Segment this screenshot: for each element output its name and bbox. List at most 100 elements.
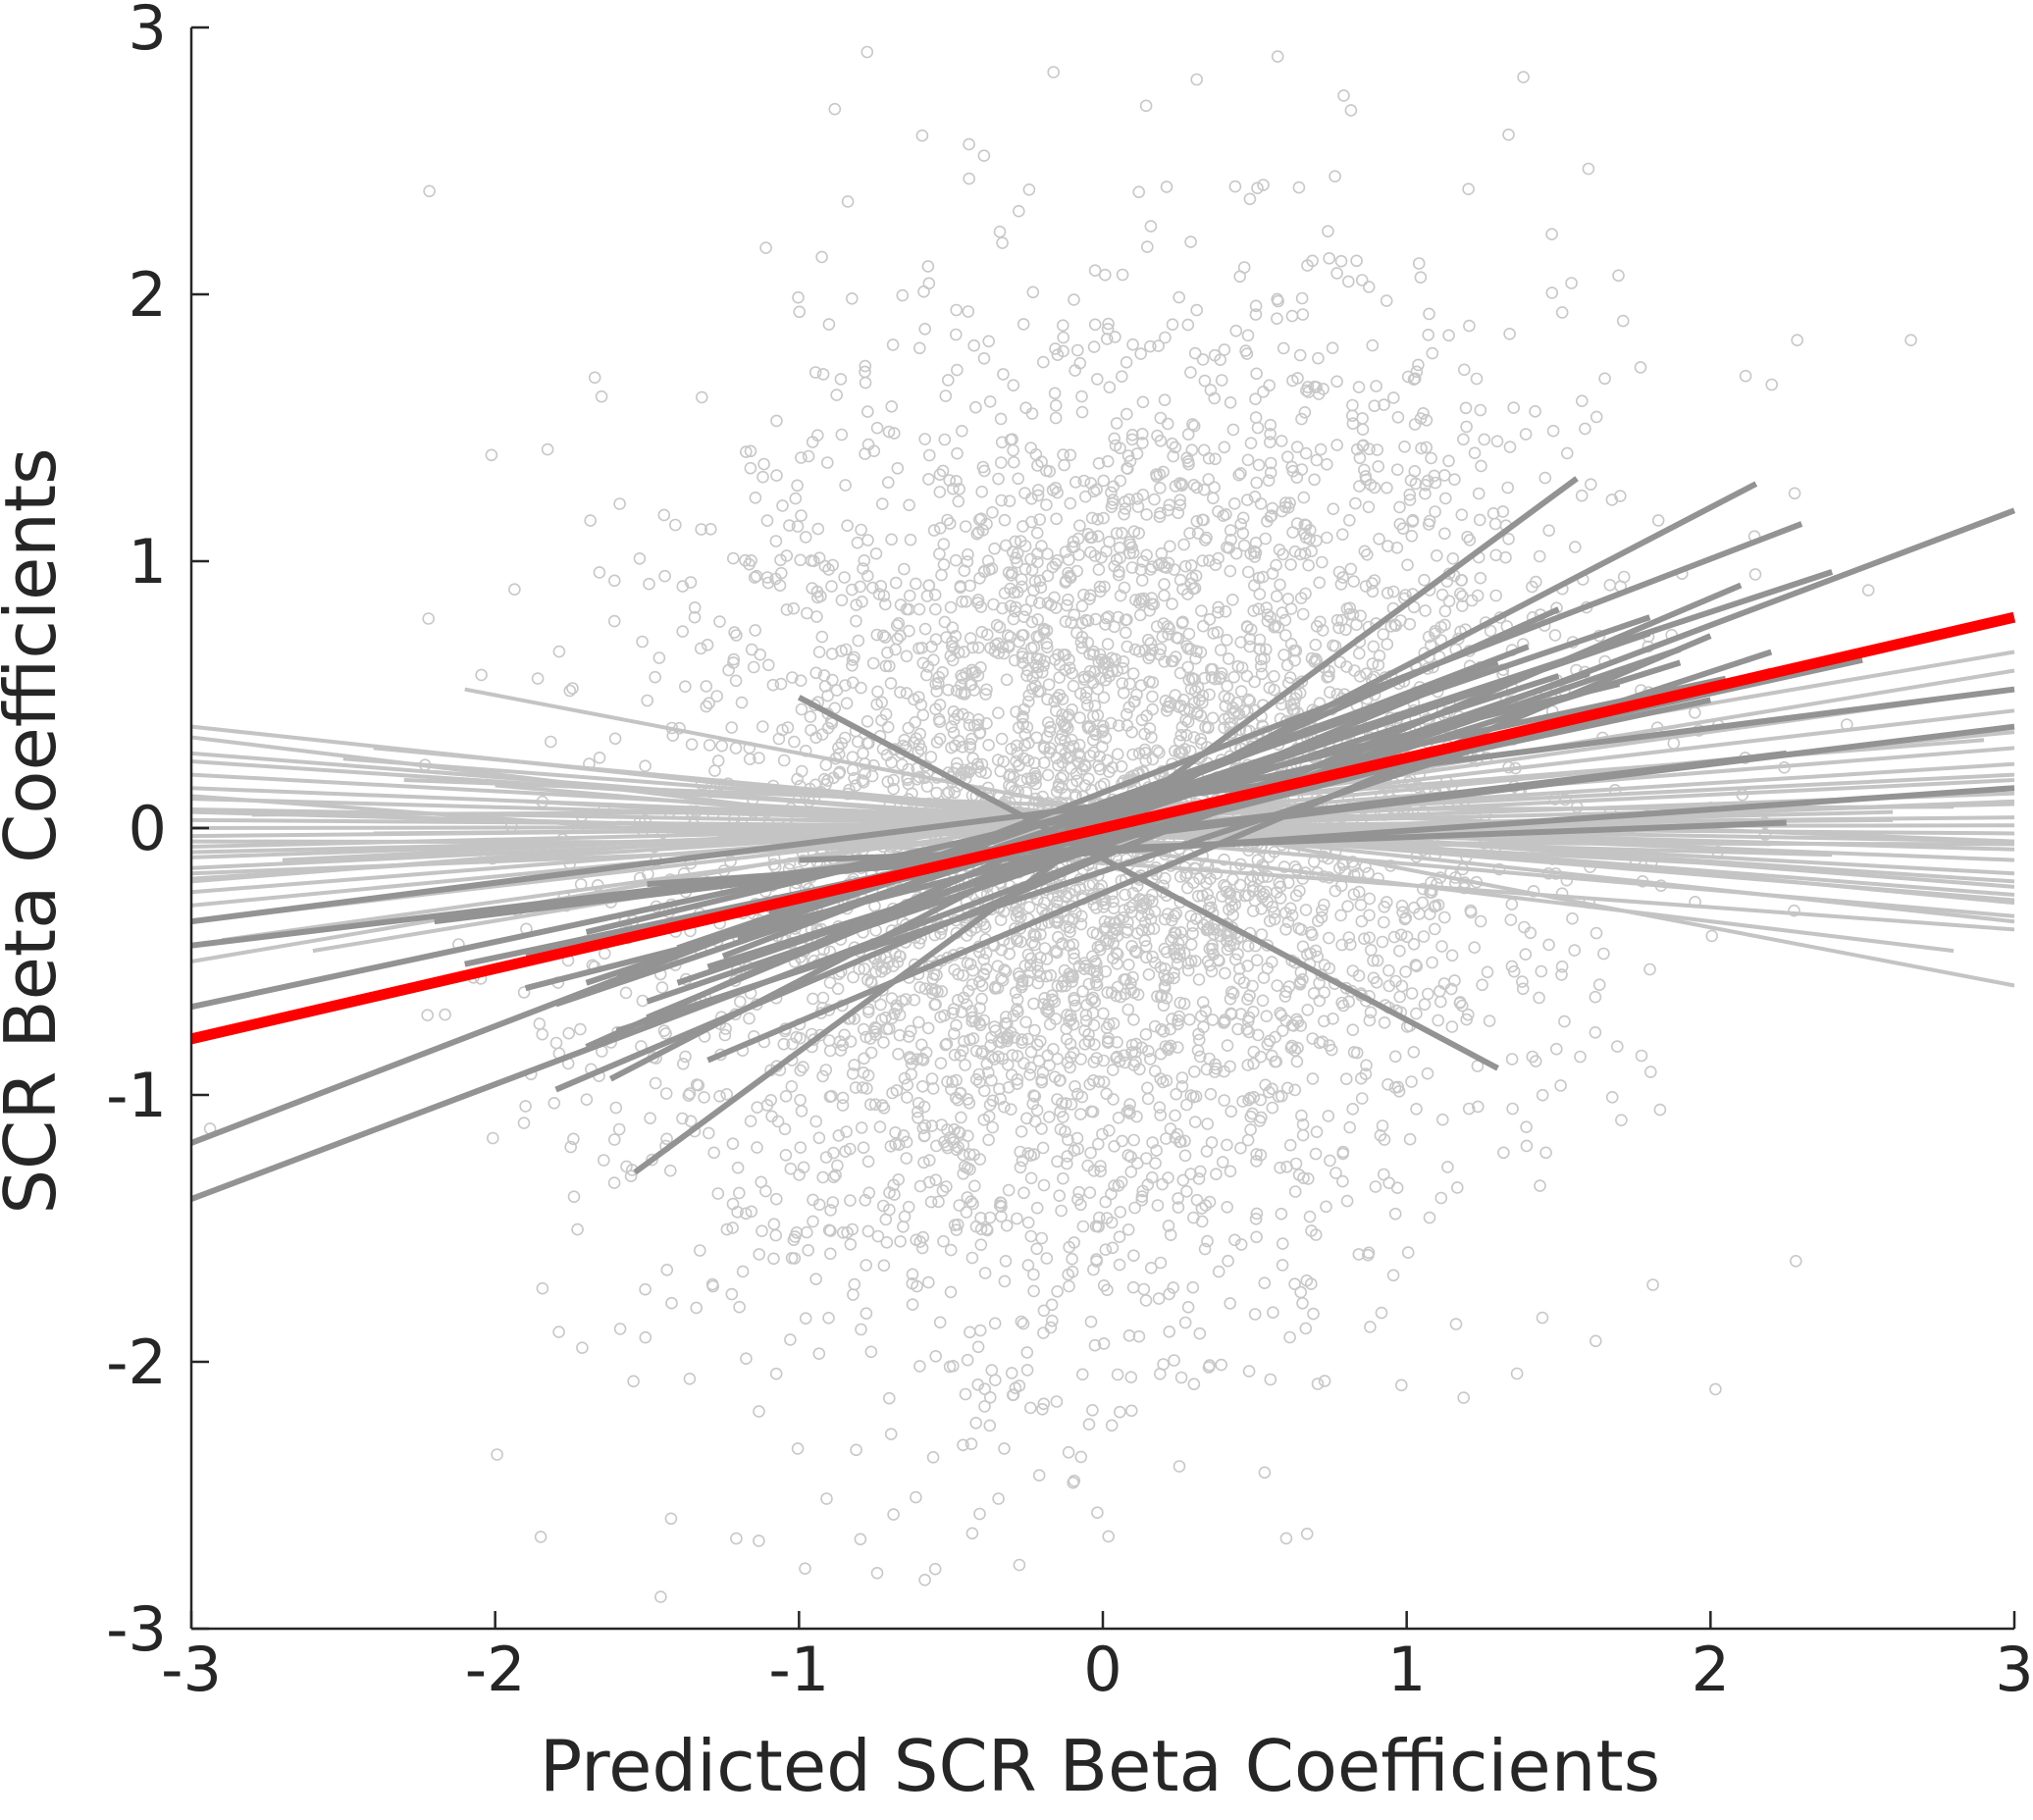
scatter-point <box>1164 1228 1177 1241</box>
scatter-point <box>1287 703 1301 717</box>
scatter-point <box>791 1442 805 1455</box>
scatter-point <box>1097 1337 1111 1350</box>
scatter-point <box>574 1022 587 1036</box>
scatter-point <box>566 682 579 695</box>
scatter-point <box>841 1226 854 1239</box>
scatter-point <box>925 640 938 653</box>
scatter-point <box>1061 598 1073 612</box>
scatter-point <box>1090 1052 1103 1065</box>
scatter-point <box>1123 454 1137 468</box>
scatter-point <box>1142 967 1156 981</box>
scatter-point <box>1565 277 1578 289</box>
scatter-point <box>1018 487 1031 499</box>
scatter-point <box>1542 524 1555 538</box>
scatter-point <box>1166 437 1178 450</box>
scatter-point <box>953 483 966 495</box>
scatter-point <box>1062 1446 1075 1459</box>
scatter-point <box>1359 580 1373 593</box>
scatter-point <box>1197 443 1211 457</box>
scatter-point <box>1011 1073 1024 1086</box>
scatter-point <box>1311 1378 1325 1390</box>
scatter-point <box>1113 541 1126 554</box>
scatter-point <box>1271 50 1284 63</box>
scatter-point <box>1135 574 1149 587</box>
scatter-point <box>664 1512 678 1526</box>
scatter-point <box>825 673 839 687</box>
scatter-point <box>999 964 1013 978</box>
scatter-point <box>860 1030 873 1044</box>
scatter-point <box>1296 1128 1310 1142</box>
scatter-point <box>1288 1083 1302 1097</box>
scatter-point <box>693 1244 706 1257</box>
scatter-point <box>1590 926 1603 940</box>
scatter-point <box>1003 770 1016 783</box>
scatter-point <box>536 1281 549 1295</box>
scatter-point <box>1378 398 1390 411</box>
scatter-point <box>860 405 874 418</box>
scatter-point <box>963 172 976 185</box>
scatter-point <box>701 638 714 651</box>
scatter-point <box>1181 660 1194 674</box>
scatter-point <box>1193 1050 1207 1064</box>
scatter-point <box>1366 577 1379 590</box>
scatter-point <box>1187 478 1201 492</box>
scatter-point <box>1288 545 1302 558</box>
scatter-point <box>1048 591 1061 604</box>
scatter-point <box>1121 1223 1135 1236</box>
scatter-point <box>903 624 915 638</box>
scatter-point <box>1074 687 1087 701</box>
scatter-point <box>1448 974 1461 987</box>
scatter-point <box>774 553 787 567</box>
scatter-point <box>593 566 606 579</box>
scatter-point <box>1268 669 1280 683</box>
scatter-point <box>1025 407 1039 420</box>
scatter-point <box>1025 492 1038 505</box>
scatter-point <box>948 963 962 976</box>
scatter-point <box>1148 1019 1162 1033</box>
scatter-point <box>1250 476 1263 490</box>
scatter-point <box>1047 1043 1060 1056</box>
scatter-point <box>1502 129 1515 141</box>
scatter-point <box>1014 1145 1026 1159</box>
scatter-point <box>1222 1254 1234 1268</box>
scatter-point <box>1409 372 1422 386</box>
scatter-point <box>1042 1002 1055 1015</box>
scatter-point <box>1791 334 1803 347</box>
scatter-point <box>757 457 770 471</box>
scatter-point <box>1294 1019 1307 1032</box>
scatter-point <box>812 1347 826 1360</box>
scatter-point <box>1388 1050 1402 1064</box>
scatter-point <box>887 782 900 796</box>
scatter-point <box>785 1080 799 1093</box>
scatter-point <box>1189 569 1203 583</box>
scatter-point <box>1173 996 1187 1010</box>
scatter-point <box>991 960 1005 973</box>
scatter-point <box>1242 693 1255 706</box>
scatter-point <box>929 998 942 1012</box>
scatter-point <box>1275 435 1288 447</box>
scatter-point <box>1275 1207 1288 1221</box>
scatter-point <box>683 1087 697 1100</box>
scatter-point <box>1175 1071 1189 1084</box>
scatter-point <box>1244 1091 1257 1105</box>
scatter-point <box>1046 1314 1059 1327</box>
scatter-point <box>815 250 828 264</box>
scatter-point <box>998 1442 1011 1455</box>
scatter-point <box>1153 746 1166 759</box>
scatter-point <box>861 1155 875 1169</box>
scatter-point <box>1088 264 1102 278</box>
scatter-point <box>1192 1172 1206 1185</box>
scatter-point <box>1519 948 1533 962</box>
scatter-point <box>1121 719 1134 732</box>
scatter-point <box>1390 1181 1404 1194</box>
scatter-point <box>957 1168 970 1180</box>
scatter-point <box>1219 1014 1231 1026</box>
scatter-point <box>665 1296 678 1310</box>
scatter-point <box>761 576 775 590</box>
scatter-point <box>882 659 896 673</box>
scatter-point <box>903 498 915 512</box>
scatter-point <box>1389 619 1402 633</box>
scatter-point <box>922 579 936 592</box>
scatter-point <box>1274 1161 1286 1174</box>
scatter-point <box>887 960 900 972</box>
